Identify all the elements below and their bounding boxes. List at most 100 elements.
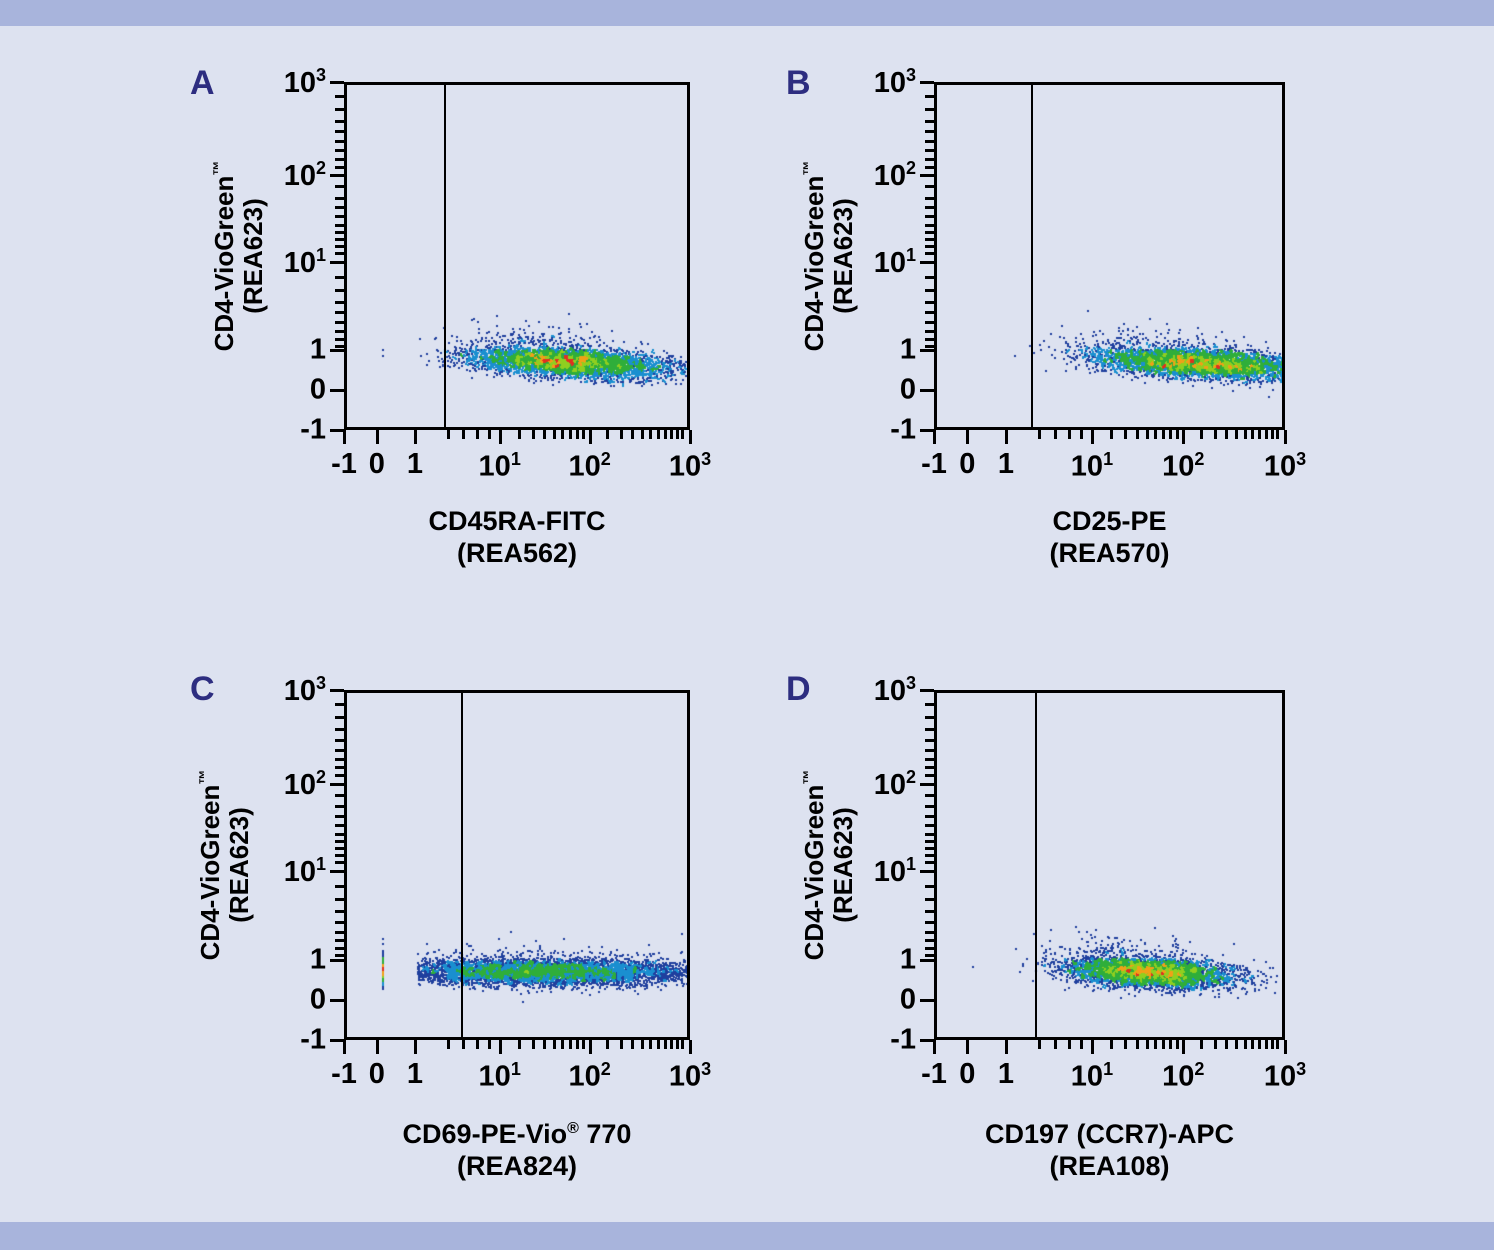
y-tick-minor	[335, 910, 344, 914]
x-tick-minor	[1154, 1040, 1158, 1049]
y-tick-label: 103	[283, 673, 326, 707]
x-tick-minor	[1264, 1040, 1268, 1049]
x-tick-minor	[640, 1040, 644, 1049]
x-tick-minor	[531, 430, 535, 439]
y-tick-minor	[335, 947, 344, 951]
y-tick-minor	[925, 94, 934, 98]
x-tick-major	[1090, 430, 1094, 444]
y-tick-minor	[335, 165, 344, 169]
panel-letter-c: C	[190, 670, 215, 708]
y-tick-major	[330, 81, 344, 84]
scatter-plot-b[interactable]	[934, 82, 1285, 430]
x-tick-minor	[675, 430, 679, 439]
y-tick-minor	[925, 910, 934, 914]
y-tick-minor	[335, 861, 344, 865]
x-tick-label: 102	[568, 449, 611, 483]
gate-line[interactable]	[1035, 693, 1037, 1037]
y-tick-minor	[335, 245, 344, 249]
x-tick-minor	[649, 1040, 653, 1049]
y-tick-minor	[925, 794, 934, 797]
x-tick-label: 103	[1263, 1059, 1307, 1093]
y-tick-minor	[335, 757, 344, 761]
x-tick-minor	[446, 430, 450, 439]
x-axis-title: CD69-PE-Vio® 770 (REA824)	[402, 1119, 632, 1182]
x-tick-label: 102	[1162, 1059, 1205, 1093]
y-axis-title: CD4-VioGreen™ (REA623)	[799, 160, 859, 352]
y-tick-major	[330, 174, 344, 178]
x-tick-major	[413, 430, 417, 444]
x-tick-minor	[531, 1040, 535, 1049]
gate-line[interactable]	[461, 693, 463, 1037]
y-tick-major	[920, 870, 934, 874]
y-tick-minor	[335, 185, 344, 189]
y-tick-minor	[335, 954, 344, 958]
y-tick-minor	[925, 805, 934, 809]
x-tick-minor	[582, 430, 586, 439]
y-tick-major	[920, 782, 934, 786]
x-tick-minor	[1175, 430, 1179, 439]
y-tick-minor	[335, 157, 344, 161]
y-tick-minor	[925, 738, 934, 742]
y-tick-minor	[335, 794, 344, 797]
y-tick-label: 0	[899, 983, 916, 1016]
y-tick-minor	[925, 206, 934, 210]
x-tick-label: 103	[1263, 449, 1307, 483]
x-tick-minor	[1276, 1040, 1280, 1049]
x-tick-minor	[640, 430, 644, 439]
scatter-plot-c[interactable]	[344, 690, 690, 1040]
y-tick-label: 103	[873, 65, 916, 99]
y-tick-minor	[925, 275, 934, 279]
x-axis-title: CD197 (CCR7)-APC (REA108)	[984, 1119, 1235, 1182]
y-tick-minor	[335, 930, 344, 934]
x-axis-title: CD45RA-FITC (REA562)	[428, 506, 606, 569]
y-tick-label: 1	[899, 333, 916, 366]
y-tick-minor	[335, 231, 344, 235]
x-tick-minor	[605, 430, 609, 439]
y-tick-minor	[335, 815, 344, 818]
scatter-plot-d[interactable]	[934, 690, 1285, 1040]
y-tick-minor	[925, 954, 934, 958]
x-tick-label: 0	[368, 1058, 385, 1090]
x-tick-minor	[1225, 1040, 1229, 1049]
gate-line[interactable]	[444, 85, 446, 427]
x-tick-major	[1284, 430, 1287, 444]
x-tick-minor	[675, 1040, 679, 1049]
x-axis-ticks	[933, 1040, 1287, 1054]
y-tick-minor	[925, 854, 934, 858]
y-tick-minor	[335, 854, 344, 858]
x-tick-minor	[1175, 1040, 1179, 1049]
scatter-plot-a[interactable]	[344, 82, 690, 430]
y-tick-minor	[925, 149, 934, 153]
x-tick-minor	[1168, 1040, 1172, 1049]
y-tick-minor	[335, 252, 344, 256]
x-tick-minor	[1110, 430, 1114, 439]
x-tick-label: -1	[331, 448, 357, 480]
x-tick-major	[689, 1040, 692, 1054]
y-axis-ticks	[920, 81, 934, 432]
y-tick-minor	[925, 728, 934, 732]
y-tick-label: 102	[873, 766, 916, 801]
y-tick-minor	[335, 885, 344, 888]
x-axis-ticks	[933, 430, 1287, 444]
x-tick-minor	[1213, 1040, 1217, 1049]
x-tick-minor	[1054, 430, 1058, 439]
y-tick-minor	[335, 321, 344, 325]
x-tick-minor	[462, 430, 466, 439]
gate-line[interactable]	[1031, 85, 1033, 427]
y-tick-minor	[925, 939, 934, 943]
x-tick-label: 1	[406, 1058, 423, 1090]
y-tick-major	[330, 1039, 344, 1042]
y-tick-minor	[925, 119, 934, 123]
y-tick-minor	[925, 832, 934, 836]
x-tick-minor	[1270, 430, 1274, 439]
y-tick-minor	[925, 140, 934, 144]
x-tick-minor	[1080, 430, 1084, 439]
y-tick-minor	[925, 238, 934, 242]
y-tick-minor	[925, 231, 934, 235]
top-decorative-band	[0, 0, 1494, 26]
x-tick-minor	[1145, 430, 1149, 439]
x-tick-minor	[1213, 430, 1217, 439]
x-tick-label: 0	[959, 1058, 976, 1090]
y-tick-label: 101	[873, 245, 916, 280]
x-tick-minor	[663, 430, 667, 439]
